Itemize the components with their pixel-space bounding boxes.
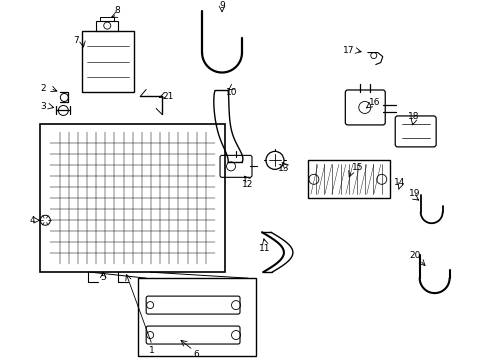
Bar bbox=[82, 31, 134, 93]
Text: 17: 17 bbox=[343, 46, 354, 55]
Text: 14: 14 bbox=[393, 178, 405, 187]
Bar bbox=[96, 21, 118, 31]
Text: 19: 19 bbox=[408, 189, 420, 198]
Text: 7: 7 bbox=[73, 36, 79, 45]
Text: 6: 6 bbox=[193, 350, 199, 359]
Text: 13: 13 bbox=[278, 164, 289, 173]
Text: 5: 5 bbox=[100, 273, 106, 282]
Text: 20: 20 bbox=[408, 251, 420, 260]
Text: 4: 4 bbox=[29, 216, 35, 225]
Bar bbox=[138, 278, 255, 356]
Text: 11: 11 bbox=[259, 244, 270, 253]
Text: 8: 8 bbox=[114, 6, 120, 15]
Text: 2: 2 bbox=[41, 84, 46, 93]
Text: 15: 15 bbox=[351, 163, 363, 172]
Text: 1: 1 bbox=[149, 346, 155, 355]
Text: 21: 21 bbox=[162, 92, 173, 101]
Text: 9: 9 bbox=[219, 1, 224, 10]
Bar bbox=[41, 125, 224, 272]
Text: 10: 10 bbox=[226, 88, 237, 97]
Text: 18: 18 bbox=[407, 112, 419, 121]
Text: 3: 3 bbox=[41, 102, 46, 111]
Bar bbox=[307, 160, 389, 198]
Text: 12: 12 bbox=[242, 180, 253, 189]
Text: 16: 16 bbox=[368, 98, 380, 107]
